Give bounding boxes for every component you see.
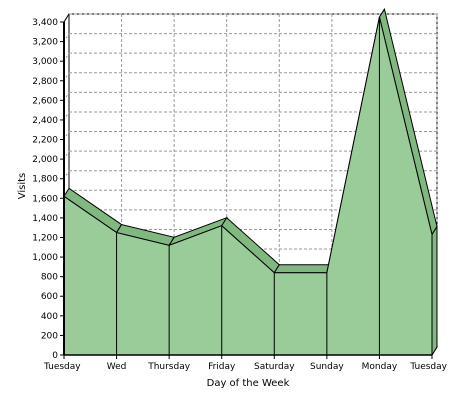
y-tick-label: 3,000 [32,57,58,67]
x-tick-label: Monday [362,362,398,372]
y-tick-labels: 0 200 400 600 800 1,000 1,200 1,400 1,600 1,800 2,… [32,18,64,361]
x-tick-label: Wed [107,362,127,372]
x-tick-label: Tuesday [409,362,447,372]
y-tick-label: 1,800 [32,175,58,185]
y-tick-label: 400 [41,312,58,322]
area-end-face [431,224,438,357]
y-tick-label: 3,400 [32,18,58,28]
x-axis-title: Day of the Week [207,378,290,389]
y-tick-label: 200 [41,331,58,341]
y-axis-top-edge [63,13,70,23]
axes [63,13,432,356]
y-tick-label: 600 [41,292,58,302]
x-tick-label: Sunday [310,362,344,372]
y-tick-label: 1,200 [32,233,58,243]
x-tick-label: Saturday [254,362,295,372]
y-tick-label: 2,800 [32,77,58,87]
y-tick-label: 3,200 [32,38,58,48]
y-tick-label: 800 [41,273,58,283]
x-tick-label: Friday [208,362,236,372]
y-tick-label: 2,400 [32,116,58,126]
x-tick-label: Thursday [147,362,191,372]
y-tick-label: 0 [52,351,58,361]
y-tick-label: 1,400 [32,214,58,224]
y-tick-label: 2,600 [32,96,58,106]
y-tick-label: 2,200 [32,136,58,146]
y-tick-label: 1,600 [32,194,58,204]
y-tick-label: 1,000 [32,253,58,263]
y-axis-title: Visits [17,173,28,200]
x-tick-label: Tuesday [43,362,81,372]
x-tick-labels: Tuesday Wed Thursday Friday Saturday Sunday Mo… [43,355,448,372]
y-tick-label: 2,000 [32,155,58,165]
area-top-face [273,264,333,274]
